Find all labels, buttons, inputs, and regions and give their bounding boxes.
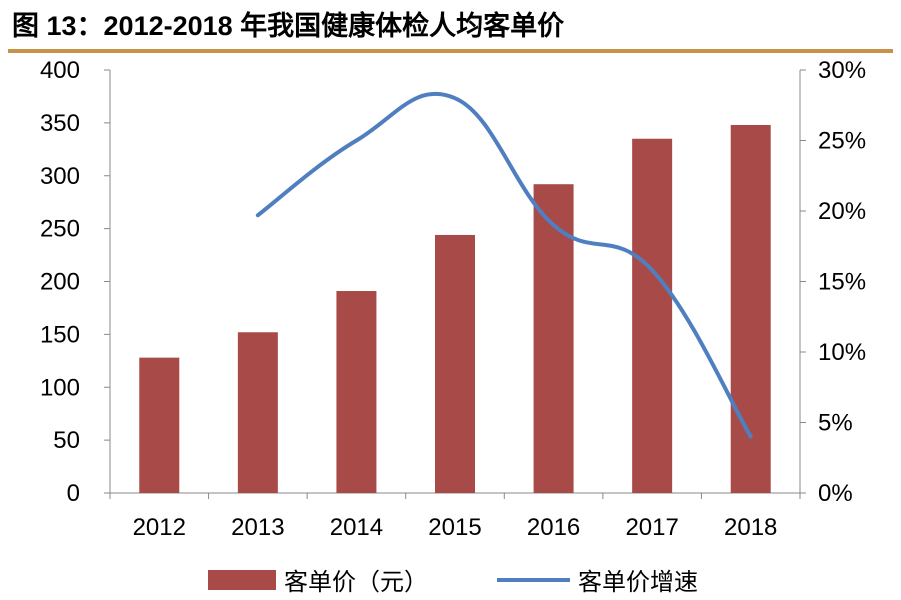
right-tick-label: 30% <box>818 57 866 84</box>
left-tick-label: 400 <box>40 57 80 84</box>
x-tick-label: 2016 <box>527 514 580 541</box>
right-tick-label: 5% <box>818 410 853 437</box>
right-tick-label: 0% <box>818 480 853 507</box>
left-tick-label: 300 <box>40 163 80 190</box>
right-tick-label: 20% <box>818 198 866 225</box>
bar-2014 <box>336 291 377 493</box>
x-tick-label: 2014 <box>330 514 383 541</box>
x-tick-label: 2015 <box>428 514 481 541</box>
x-tick-label: 2018 <box>724 514 777 541</box>
growth-line <box>255 91 753 439</box>
x-tick-label: 2013 <box>231 514 284 541</box>
bar-2015 <box>435 234 475 493</box>
left-tick-label: 150 <box>40 321 80 348</box>
x-tick-label: 2012 <box>133 514 186 541</box>
left-tick-label: 350 <box>40 110 80 137</box>
bar-2017 <box>632 138 673 494</box>
title-rule <box>8 49 893 53</box>
bar-2016 <box>533 184 574 493</box>
bar-2012 <box>139 357 180 493</box>
bar-2018 <box>730 124 771 494</box>
legend-bar-label: 客单价（元） <box>284 569 428 596</box>
chart-title: 图 13：2012-2018 年我国健康体检人均客单价 <box>12 11 565 41</box>
left-tick-label: 250 <box>40 216 80 243</box>
legend-bar-swatch <box>208 570 276 590</box>
legend-line-label: 客单价增速 <box>578 569 698 596</box>
right-tick-label: 25% <box>818 128 866 155</box>
left-tick-label: 50 <box>53 427 80 454</box>
x-tick-label: 2017 <box>625 514 678 541</box>
left-tick-label: 100 <box>40 374 80 401</box>
right-tick-label: 15% <box>818 269 866 296</box>
bar-2013 <box>237 332 278 493</box>
left-tick-label: 0 <box>67 480 80 507</box>
left-tick-label: 200 <box>40 269 80 296</box>
right-tick-label: 10% <box>818 339 866 366</box>
